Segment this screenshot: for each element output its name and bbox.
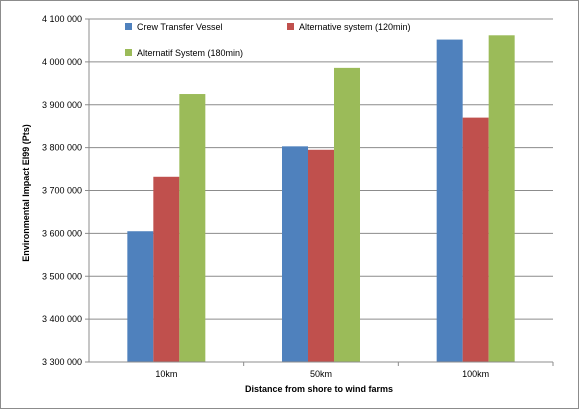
x-tick-label: 50km	[310, 369, 332, 379]
legend-swatch	[125, 23, 132, 30]
y-tick-label: 3 500 000	[42, 271, 82, 281]
legend-swatch	[125, 49, 132, 56]
axes	[88, 19, 553, 363]
bar	[179, 94, 206, 362]
bar	[462, 117, 489, 362]
x-tick-label: 100km	[462, 369, 489, 379]
y-tick-label: 3 900 000	[42, 100, 82, 110]
y-tick-label: 3 400 000	[42, 314, 82, 324]
legend-swatch	[287, 23, 294, 30]
bar	[308, 149, 334, 362]
y-tick-label: 4 000 000	[42, 57, 82, 67]
x-axis-title: Distance from shore to wind farms	[245, 384, 393, 394]
bar	[153, 176, 180, 362]
y-axis-title: Environmental Impact EI99 (Pts)	[21, 124, 31, 262]
bar	[334, 67, 360, 362]
bars	[127, 35, 515, 362]
legend: Crew Transfer Vessel Alternative system (…	[125, 22, 411, 58]
y-tick-label: 3 800 000	[42, 143, 82, 153]
x-tick-label: 10km	[155, 369, 177, 379]
legend-label: Alternative system (120min)	[299, 22, 411, 32]
y-tick-labels: 3 300 000 3 400 000 3 500 000 3 600 000 3 70…	[42, 14, 82, 367]
legend-label: Alternatif System (180min)	[137, 48, 243, 58]
bar	[282, 146, 308, 362]
bar	[488, 35, 515, 362]
bar	[436, 39, 463, 362]
x-tick-labels: 10km 50km 100km	[155, 369, 489, 379]
y-tick-label: 3 600 000	[42, 228, 82, 238]
y-tick-label: 4 100 000	[42, 14, 82, 24]
y-tick-label: 3 700 000	[42, 186, 82, 196]
y-tick-label: 3 300 000	[42, 357, 82, 367]
legend-label: Crew Transfer Vessel	[137, 22, 223, 32]
bar	[127, 231, 154, 362]
